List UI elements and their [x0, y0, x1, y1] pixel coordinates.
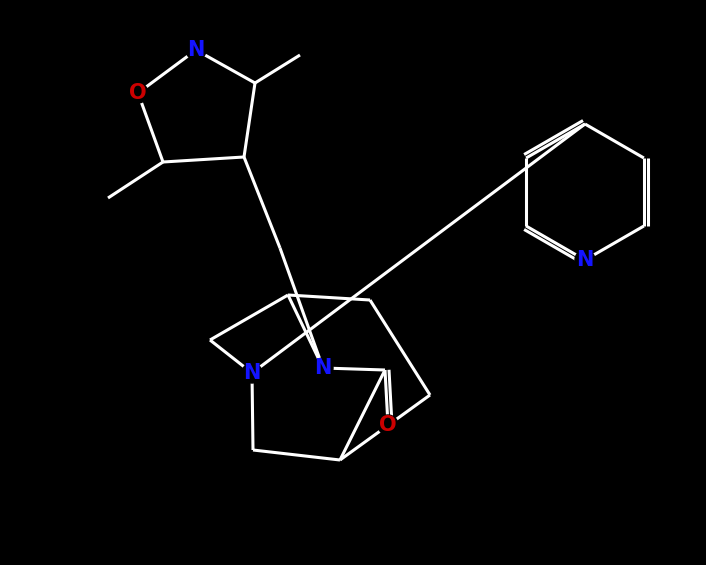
Text: N: N	[187, 40, 205, 60]
Text: N: N	[576, 250, 594, 270]
Circle shape	[128, 83, 148, 103]
Text: O: O	[379, 415, 397, 435]
Circle shape	[242, 363, 262, 383]
Circle shape	[313, 358, 333, 378]
Text: O: O	[129, 83, 147, 103]
Circle shape	[575, 250, 595, 270]
Text: N: N	[314, 358, 332, 378]
Circle shape	[378, 415, 398, 435]
Circle shape	[186, 40, 206, 60]
Text: N: N	[244, 363, 261, 383]
